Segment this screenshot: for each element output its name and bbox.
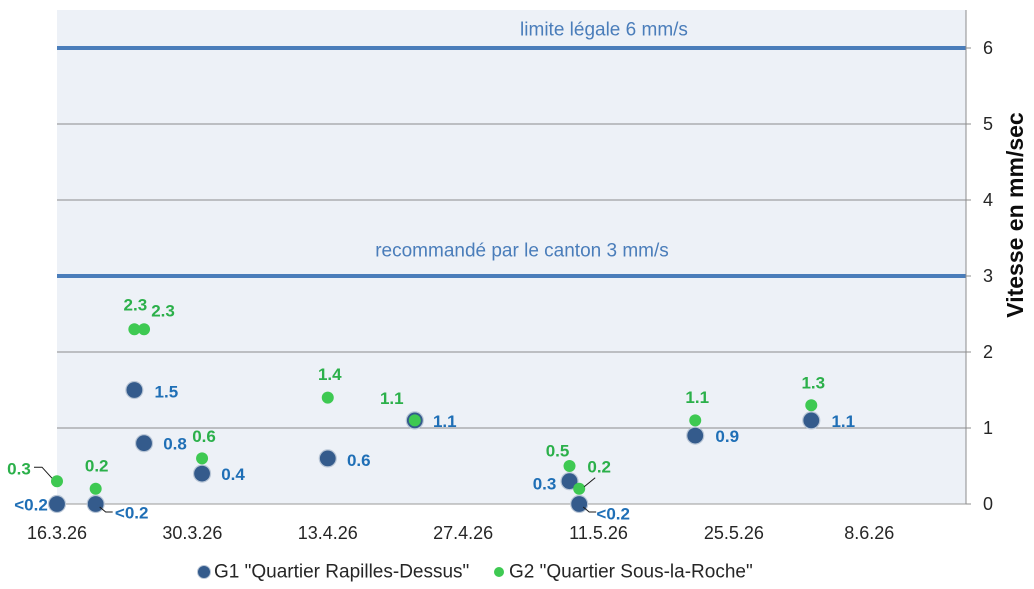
- data-point-g1: [47, 494, 67, 514]
- data-point-g2: [128, 323, 141, 336]
- data-point-g1: [686, 426, 705, 445]
- data-point-g1: [125, 380, 144, 400]
- reference-lines: limite légale 6 mm/s recommandé par le ca…: [57, 20, 966, 278]
- legend-label-g1: G1 "Quartier Rapilles-Dessus": [214, 562, 469, 583]
- data-label-g1: <0.2: [596, 505, 630, 524]
- data-point-g2: [89, 482, 102, 495]
- data-point-g1: [134, 434, 154, 453]
- data-point-g2: [196, 452, 209, 465]
- data-label-g2: 0.6: [192, 427, 216, 446]
- legend-item-g2: G2 "Quartier Sous-la-Roche": [494, 562, 753, 583]
- data-label-g1: 0.8: [163, 435, 187, 454]
- x-tick-label: 13.4.26: [298, 523, 358, 543]
- reference-line-label: recommandé par le canton 3 mm/s: [375, 241, 669, 262]
- data-label-g2: 0.3: [7, 460, 31, 479]
- data-point-g2: [408, 414, 421, 427]
- data-point-g1: [86, 494, 105, 514]
- data-label-g1: 0.9: [715, 427, 739, 446]
- data-points: [47, 323, 821, 514]
- data-point-g1: [570, 494, 589, 514]
- leader-line: [99, 506, 113, 513]
- data-label-g1: 0.3: [533, 475, 557, 494]
- leader-line: [582, 506, 597, 513]
- legend: G1 "Quartier Rapilles-Dessus" G2 "Quarti…: [197, 562, 753, 583]
- data-point-g2: [51, 475, 63, 488]
- y-tick-label: 1: [983, 418, 993, 438]
- data-point-g2: [805, 399, 818, 412]
- legend-item-g1: G1 "Quartier Rapilles-Dessus": [197, 562, 469, 583]
- data-point-g2: [573, 482, 586, 495]
- axis-ticks: 0 1 2 3 4 5 6 16.3.26 30.3.26 13.4.26 27.4.26 11.5.…: [27, 38, 993, 543]
- data-point-g2: [689, 414, 702, 427]
- data-label-g2: 0.5: [546, 442, 570, 461]
- data-label-g2: 2.3: [124, 296, 148, 315]
- legend-marker-g2: [494, 567, 504, 577]
- x-tick-label: 16.3.26: [27, 523, 87, 543]
- x-tick-label: 25.5.26: [704, 523, 764, 543]
- data-labels: <0.2 <0.2 1.5 0.8 0.4 0.6 1.1 0.3 <0.2 0.9 1.1 0.3 0…: [7, 296, 855, 524]
- data-label-g2: 0.2: [587, 457, 611, 476]
- legend-marker-g1: [197, 565, 211, 579]
- data-label-g2: 0.2: [85, 456, 109, 475]
- y-axis-title: Vitesse en mm/sec: [1002, 112, 1028, 318]
- data-point-g1: [560, 472, 579, 491]
- x-tick-label: 30.3.26: [162, 523, 222, 543]
- data-label-g1: <0.2: [115, 504, 149, 523]
- y-tick-label: 2: [983, 342, 993, 362]
- data-point-g2: [321, 391, 334, 404]
- data-point-g1: [192, 464, 212, 483]
- data-point-g2: [563, 460, 576, 472]
- legend-label-g2: G2 "Quartier Sous-la-Roche": [509, 562, 753, 583]
- data-label-g2: 1.1: [380, 389, 404, 408]
- y-tick-label: 4: [983, 190, 993, 210]
- data-point-g1: [318, 449, 337, 468]
- data-label-g1: <0.2: [14, 496, 48, 515]
- data-label-g1: 0.4: [221, 465, 245, 484]
- data-label-g1: 1.1: [831, 412, 855, 431]
- leader-line: [583, 477, 596, 488]
- data-label-g2: 1.1: [685, 388, 709, 407]
- y-tick-label: 3: [983, 266, 993, 286]
- data-point-g2: [138, 323, 151, 336]
- data-label-g2: 1.4: [318, 365, 342, 384]
- y-tick-label: 6: [983, 38, 993, 58]
- leader-line: [34, 466, 53, 479]
- data-label-g2: 1.3: [801, 374, 825, 393]
- data-label-g1: 1.5: [155, 383, 179, 402]
- y-tick-label: 5: [983, 114, 993, 134]
- x-tick-label: 11.5.26: [569, 523, 628, 543]
- data-point-g1: [802, 411, 821, 430]
- data-label-g1: 1.1: [433, 412, 457, 431]
- x-tick-label: 8.6.26: [844, 523, 894, 543]
- x-tick-label: 27.4.26: [433, 523, 493, 543]
- data-label-g1: 0.6: [347, 451, 371, 470]
- data-label-g2: 2.3: [151, 302, 175, 321]
- reference-line-label: limite légale 6 mm/s: [520, 20, 688, 41]
- y-tick-label: 0: [983, 494, 993, 514]
